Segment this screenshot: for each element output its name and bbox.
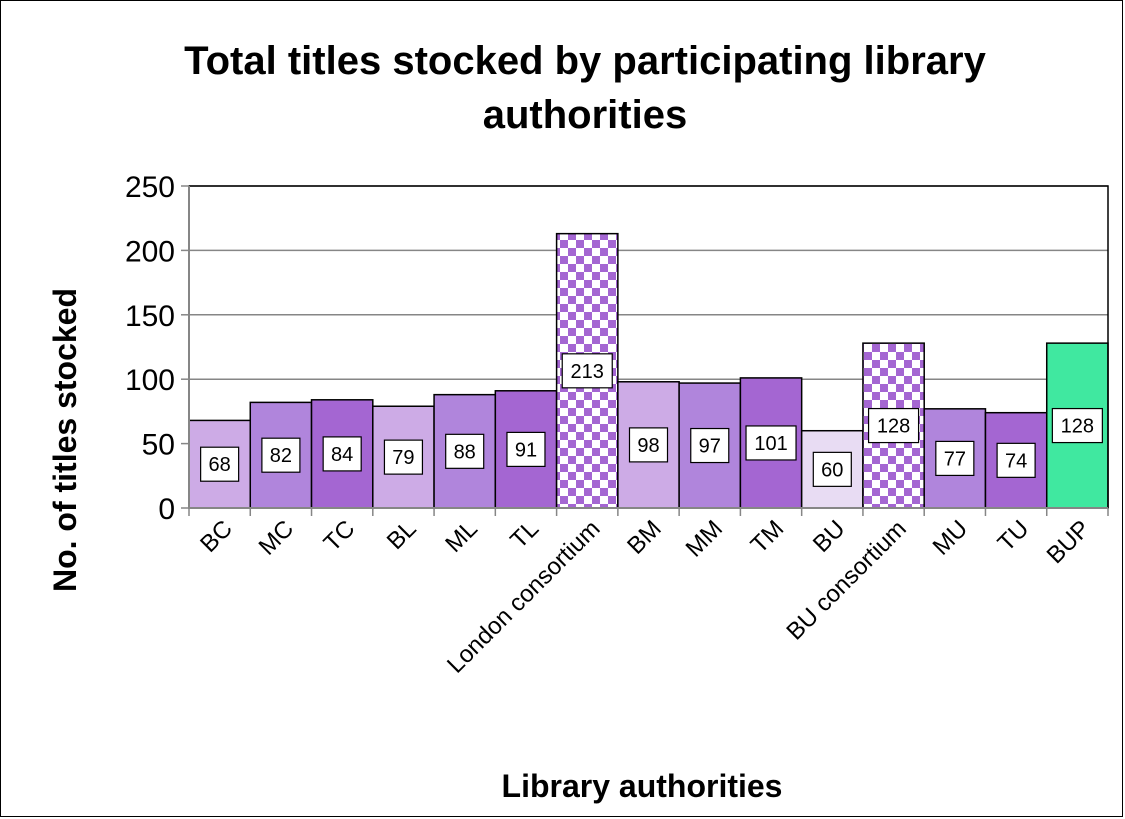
data-label-box xyxy=(745,425,797,461)
axes xyxy=(181,185,1109,509)
data-label: 213 xyxy=(571,361,604,383)
data-label-box xyxy=(445,433,485,469)
data-label-box xyxy=(628,427,669,463)
x-tick-label: BU xyxy=(808,515,851,558)
x-tick-label: MC xyxy=(254,515,299,560)
data-label-box xyxy=(812,451,852,487)
data-label-box xyxy=(200,446,240,482)
x-tick-label: MM xyxy=(681,515,728,562)
data-label-box xyxy=(383,439,424,475)
chart-title: Total titles stocked by participating li… xyxy=(184,39,986,137)
bar xyxy=(494,390,558,509)
x-tick-label: BUP xyxy=(1042,515,1096,569)
y-tick-label: 200 xyxy=(125,235,175,268)
data-label-box xyxy=(996,442,1036,478)
data-label-box xyxy=(506,431,546,467)
x-tick-label: BM xyxy=(622,515,667,560)
x-tick-label: ML xyxy=(440,515,483,558)
y-tick-label: 150 xyxy=(125,300,175,333)
data-label: 68 xyxy=(209,454,231,476)
x-tick-label: BL xyxy=(382,515,422,555)
x-tick-label: TU xyxy=(993,515,1035,557)
x-tick-label: BC xyxy=(195,515,238,558)
data-label: 84 xyxy=(331,444,353,466)
data-label: 82 xyxy=(270,445,292,467)
data-label-box xyxy=(935,440,975,477)
data-labels: 68 82 84 79 88 91 213 98 97 101 60 128 77 74 128 xyxy=(200,353,1103,487)
x-tick-label: TL xyxy=(505,515,544,554)
data-label: 74 xyxy=(1005,450,1027,472)
data-label-box xyxy=(261,437,301,473)
data-label: 101 xyxy=(754,433,787,455)
data-label: 88 xyxy=(454,441,476,463)
y-tick-label: 0 xyxy=(158,493,175,526)
y-axis-title: No. of titles stocked xyxy=(47,288,83,592)
y-tick-labels: 0 50 100 150 200 250 xyxy=(125,171,175,526)
data-label: 97 xyxy=(699,436,721,458)
data-label-box xyxy=(561,353,613,389)
x-axis-title: Library authorities xyxy=(502,768,783,804)
x-tick-label: TC xyxy=(319,515,361,557)
data-label: 79 xyxy=(392,447,414,469)
data-label-box xyxy=(1051,407,1103,444)
x-tick-label: MU xyxy=(928,515,973,560)
data-label-box xyxy=(322,436,362,472)
data-label: 91 xyxy=(515,439,537,461)
data-label: 128 xyxy=(1061,416,1094,438)
data-label-box xyxy=(690,427,730,464)
y-tick-label: 250 xyxy=(125,171,175,204)
data-label: 60 xyxy=(821,459,843,481)
data-label-box xyxy=(867,407,920,444)
x-tick-label: TM xyxy=(746,515,790,559)
y-tick-label: 50 xyxy=(142,429,175,462)
data-label: 77 xyxy=(944,448,966,470)
data-label: 98 xyxy=(637,435,659,457)
bar xyxy=(433,393,497,509)
data-label: 128 xyxy=(877,416,910,438)
y-tick-label: 100 xyxy=(125,364,175,397)
